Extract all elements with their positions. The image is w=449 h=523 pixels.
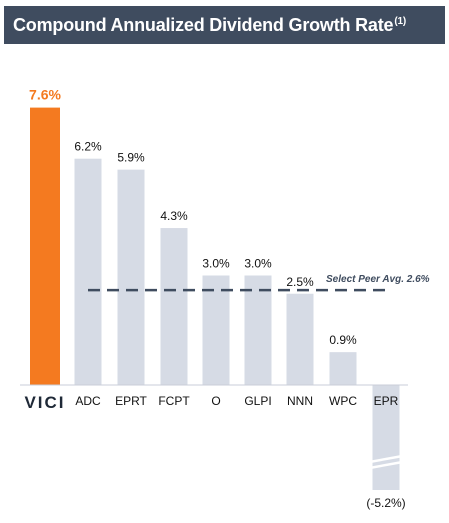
category-label-nnn: NNN [287,394,313,408]
bar-o [202,275,230,385]
value-label-o: 3.0% [202,257,230,271]
bar-adc [74,158,102,385]
category-label-adc: ADC [75,394,101,408]
value-label-fcpt: 4.3% [160,209,188,223]
category-label-vici: VICI [24,393,65,412]
bar-wpc [329,352,357,385]
value-label-vici: 7.6% [29,87,61,103]
chart-title: Compound Annualized Dividend Growth Rate… [13,14,406,35]
bar-nnn [286,293,314,385]
axis-break-mark-upper [369,454,403,464]
bar-fcpt [160,228,188,385]
axis-break-mark-lower [369,460,403,470]
category-label-epr: EPR [374,394,399,408]
value-label-glpi: 3.0% [244,257,272,271]
category-label-eprt: EPRT [115,394,147,408]
bar-vici [30,107,60,385]
category-label-fcpt: FCPT [158,394,190,408]
category-label-glpi: GLPI [244,394,271,408]
value-label-nnn: 2.5% [286,275,314,289]
category-label-o: O [211,394,220,408]
value-label-epr: (-5.2%) [366,496,405,510]
chart-title-bar: Compound Annualized Dividend Growth Rate… [4,6,445,44]
value-label-eprt: 5.9% [117,151,145,165]
peer-average-label: Select Peer Avg. 2.6% [326,274,430,285]
value-label-adc: 6.2% [74,140,102,154]
bar-epr [372,385,400,490]
title-footnote-marker: (1) [394,15,406,27]
bar-eprt [117,169,145,385]
value-label-wpc: 0.9% [329,333,357,347]
category-label-wpc: WPC [329,394,357,408]
bar-glpi [244,275,272,385]
